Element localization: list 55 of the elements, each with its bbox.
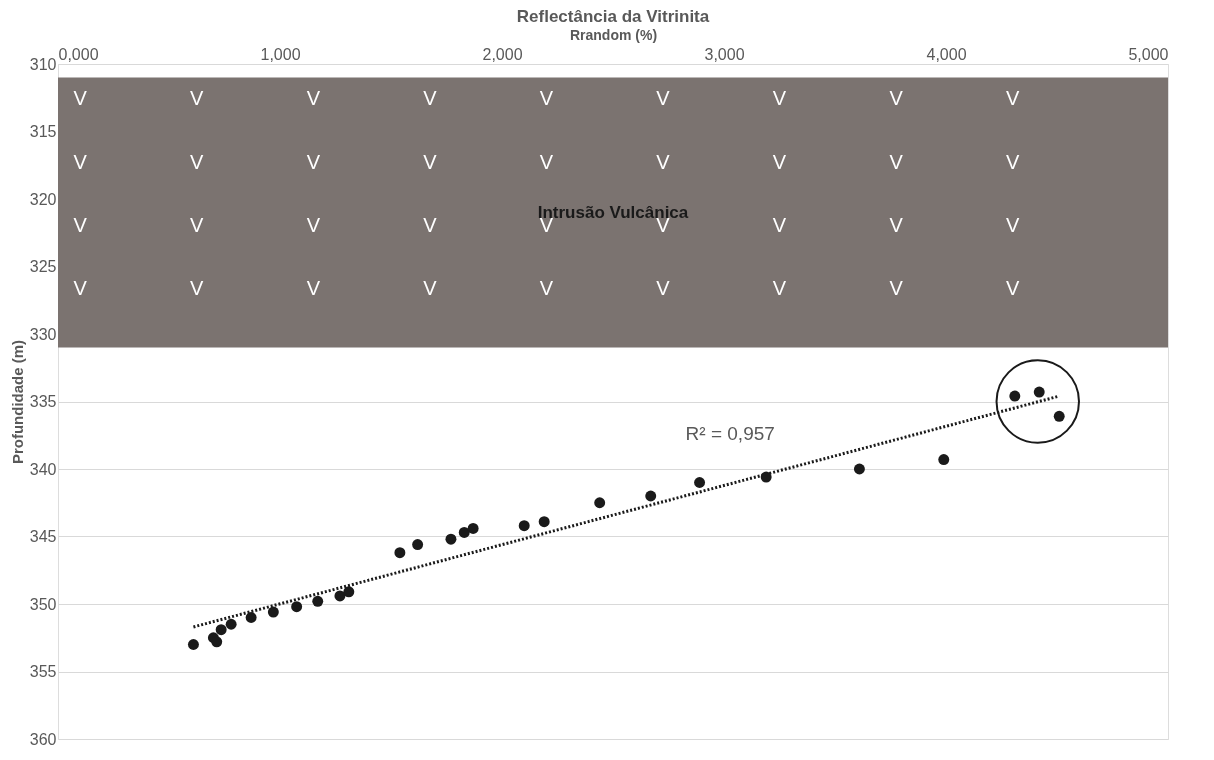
annotation: V <box>423 277 438 300</box>
annotation: V <box>772 214 787 236</box>
annotation: V <box>306 150 321 173</box>
annotation: V <box>73 277 88 300</box>
annotation: R² = 0,957 <box>685 422 775 444</box>
y-tick-label: 335 <box>29 393 57 410</box>
annotation: V <box>1005 150 1020 173</box>
annotation: V <box>1005 277 1020 300</box>
annotation: V <box>190 150 205 173</box>
annotation: V <box>190 87 205 110</box>
annotation: V <box>423 87 438 110</box>
annotation: V <box>539 150 554 173</box>
annotation: V <box>889 87 904 110</box>
y-tick-label: 360 <box>29 730 57 748</box>
y-tick-label: 325 <box>29 258 57 275</box>
annotation: V <box>772 150 787 173</box>
y-tick-label: 330 <box>29 325 57 343</box>
annotation: V <box>190 214 205 236</box>
annotation: V <box>772 87 787 110</box>
annotation: V <box>889 277 904 300</box>
annotation: V <box>539 277 554 300</box>
annotation: V <box>306 277 321 300</box>
annotation: V <box>73 150 88 173</box>
y-tick-label: 315 <box>29 123 57 140</box>
annotation: V <box>190 277 205 300</box>
annotation: V <box>73 87 88 110</box>
y-tick-label: 350 <box>29 595 57 613</box>
y-tick-label: 355 <box>29 663 57 680</box>
x-tick-label: 2,000 <box>482 45 523 63</box>
chart-title: Reflectância da Vitrinita <box>516 7 710 26</box>
annotation: V <box>423 214 438 236</box>
annotation: V <box>423 150 438 173</box>
y-axis-title: Profundidade (m) <box>8 339 26 465</box>
annotation: V <box>889 214 904 236</box>
annotation: V <box>656 87 671 110</box>
annotation: V <box>73 214 88 236</box>
annotation: V <box>1005 214 1020 236</box>
annotation: V <box>656 150 671 173</box>
annotation: V <box>772 277 787 300</box>
y-tick-label: 310 <box>29 55 57 73</box>
x-tick-label: 0,000 <box>58 45 99 63</box>
annotation: V <box>656 277 671 300</box>
y-tick-label: 320 <box>29 190 57 208</box>
annotation: V <box>1005 87 1020 110</box>
x-tick-label: 4,000 <box>926 45 967 63</box>
x-tick-label: 5,000 <box>1128 45 1169 63</box>
y-tick-label: 345 <box>29 528 57 545</box>
annotation: V <box>889 150 904 173</box>
annotation: V <box>306 214 321 236</box>
x-axis-title: Rrandom (%) <box>569 26 658 43</box>
annotation: V <box>539 87 554 110</box>
y-tick-label: 340 <box>29 460 57 478</box>
x-tick-label: 3,000 <box>704 45 745 63</box>
x-tick-label: 1,000 <box>260 45 301 63</box>
annotation: V <box>306 87 321 110</box>
